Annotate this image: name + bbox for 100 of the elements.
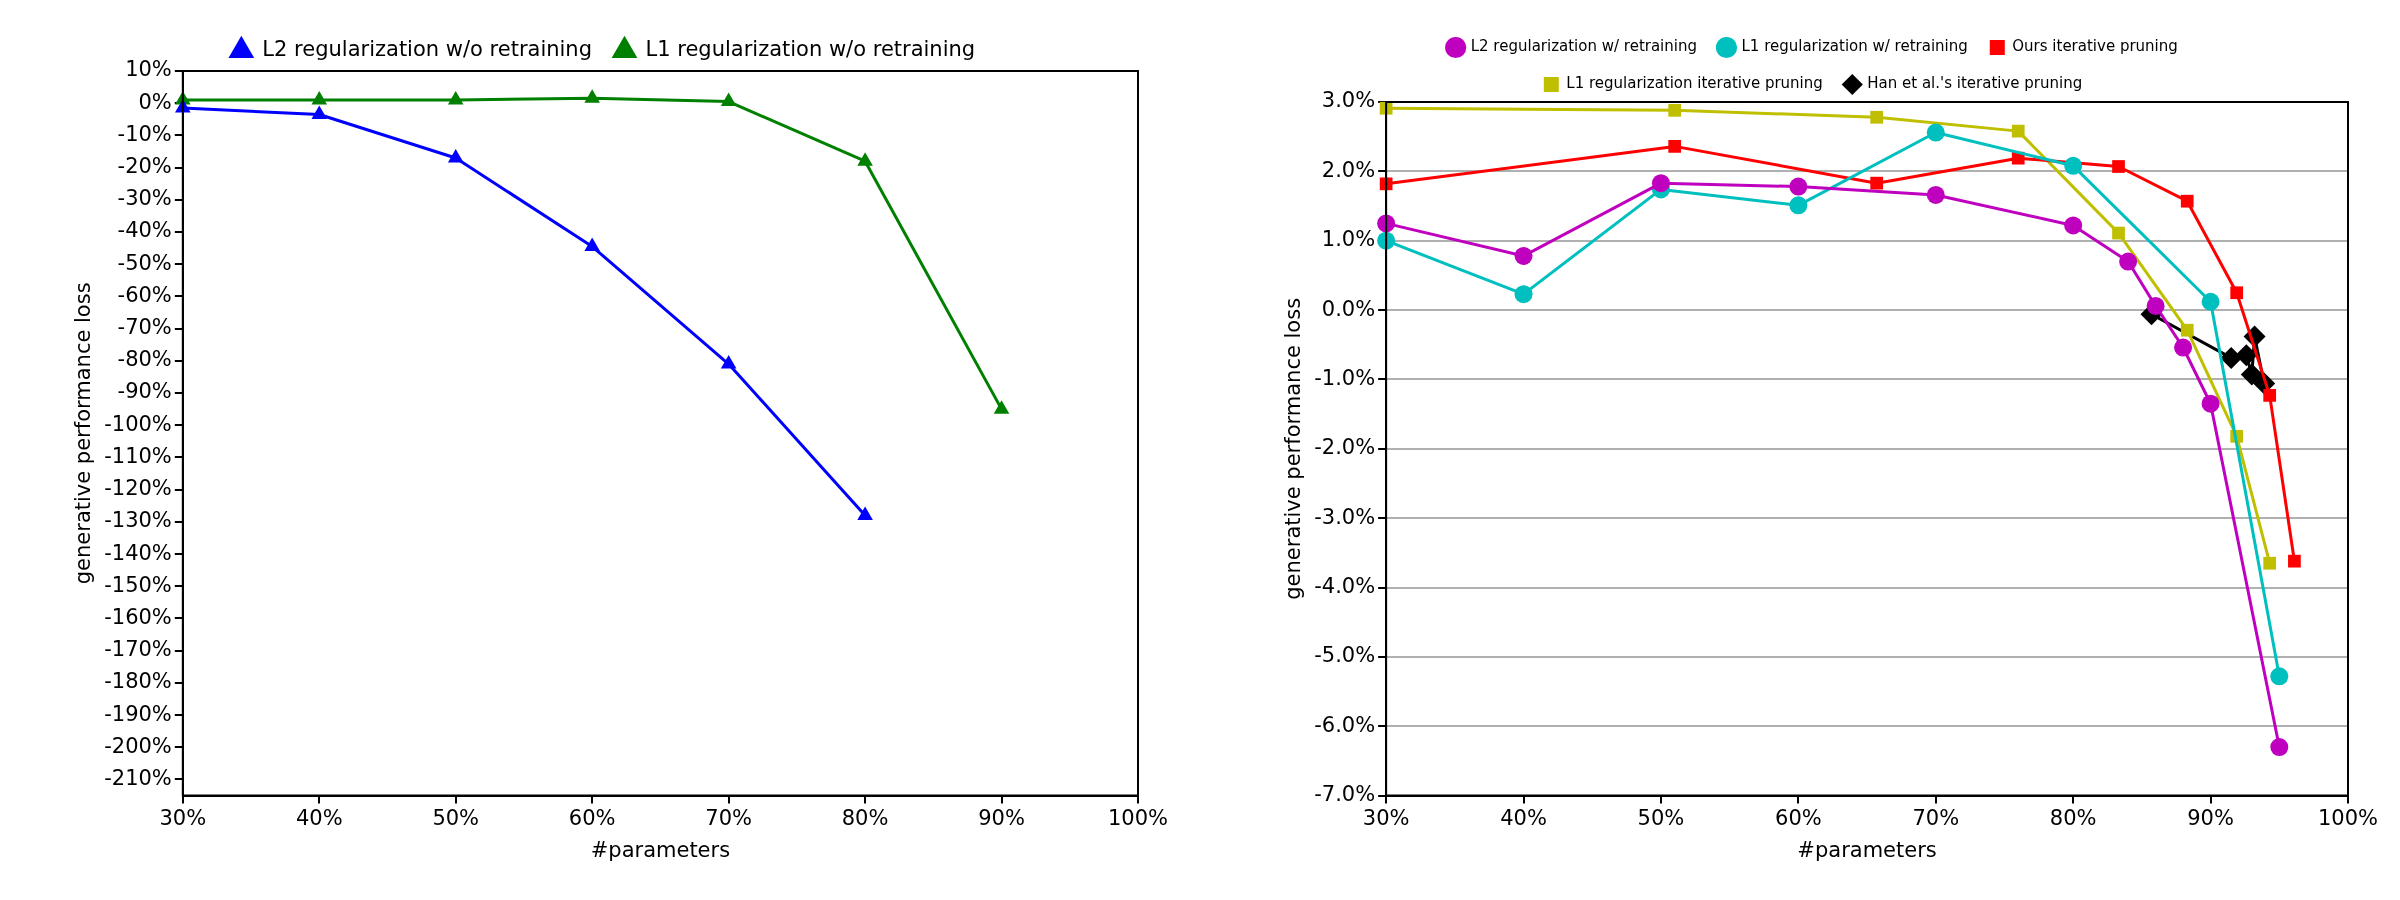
- point: [1926, 123, 1945, 142]
- point: [1870, 110, 1884, 124]
- y-tick-label: -150%: [104, 572, 172, 597]
- point: [2235, 344, 2258, 367]
- point: [2180, 323, 2194, 337]
- y-tick-label: -20%: [117, 154, 172, 179]
- y-tick-label: -130%: [104, 508, 172, 533]
- point: [2270, 667, 2289, 686]
- x-tick-label: 80%: [841, 805, 889, 830]
- y-tick-label: -30%: [117, 186, 172, 211]
- x-tick-label: 40%: [295, 805, 343, 830]
- point: [1668, 140, 1682, 153]
- y-tick-label: -2.0%: [1314, 435, 1376, 460]
- point: [720, 92, 737, 107]
- point: [2230, 286, 2244, 300]
- point: [2263, 389, 2277, 402]
- point: [2201, 292, 2220, 311]
- y-tick-label: -190%: [104, 701, 172, 726]
- x-tick-label: 30%: [159, 805, 207, 830]
- point: [2240, 363, 2263, 386]
- point: [2174, 338, 2193, 357]
- y-tick-label: -80%: [117, 347, 172, 372]
- point: [1651, 174, 1670, 193]
- y-tick-label: -180%: [104, 669, 172, 694]
- point: [2112, 226, 2125, 240]
- y-tick-label: -4.0%: [1314, 573, 1376, 598]
- point: [2288, 554, 2301, 568]
- y-tick-label: 2.0%: [1321, 157, 1376, 182]
- point: [1789, 196, 1808, 215]
- x-tick-label: 90%: [978, 805, 1025, 830]
- y-tick-label: -100%: [104, 411, 172, 436]
- y-tick-label: -50%: [117, 250, 172, 275]
- x-tick-label: 50%: [1637, 805, 1685, 830]
- point: [2180, 194, 2194, 208]
- point: [2263, 556, 2277, 570]
- y-tick-label: -40%: [117, 218, 172, 243]
- y-tick-label: -140%: [104, 540, 172, 565]
- legend-label: Han et al.'s iterative pruning: [1867, 74, 2083, 93]
- y-tick-label: -70%: [117, 315, 172, 340]
- x-axis-title: #parameters: [1797, 837, 1937, 862]
- legend-label: L1 regularization w/ retraining: [1741, 37, 1968, 56]
- point: [1926, 185, 1945, 204]
- y-tick-label: -120%: [104, 476, 172, 501]
- y-tick-label: -7.0%: [1314, 782, 1376, 807]
- point: [2146, 296, 2165, 315]
- x-axis-title: #parameters: [590, 837, 731, 862]
- point: [447, 148, 464, 163]
- x-tick-label: 30%: [1362, 805, 1410, 830]
- x-tick-label: 90%: [2187, 805, 2234, 830]
- point: [2112, 160, 2125, 173]
- legend-label: L1 regularization w/o retraining: [645, 36, 976, 61]
- x-tick-label: 60%: [1775, 805, 1822, 830]
- point: [1870, 176, 1884, 190]
- legend-label: Ours iterative pruning: [2012, 37, 2178, 56]
- point: [1789, 177, 1808, 196]
- point: [2064, 156, 2083, 175]
- x-tick-label: 70%: [1912, 805, 1960, 830]
- point: [1514, 285, 1533, 304]
- point: [1514, 246, 1533, 265]
- legend-label: L2 regularization w/ retraining: [1470, 37, 1697, 56]
- y-tick-label: -210%: [104, 765, 172, 790]
- y-tick-label: -10%: [117, 121, 172, 146]
- point: [2011, 124, 2025, 138]
- point: [2220, 346, 2243, 369]
- legend-label: L1 regularization iterative pruning: [1566, 74, 1823, 93]
- point: [311, 90, 328, 105]
- y-tick-label: 10%: [125, 57, 172, 82]
- y-tick-label: 3.0%: [1321, 88, 1376, 113]
- y-axis-title: generative performance loss: [1281, 297, 1306, 600]
- point: [857, 506, 873, 520]
- point: [720, 355, 737, 369]
- y-tick-label: -90%: [117, 379, 172, 404]
- y-tick-label: -110%: [104, 443, 172, 468]
- y-tick-label: -60%: [117, 282, 172, 307]
- y-tick-label: -170%: [104, 637, 172, 662]
- point: [857, 152, 873, 166]
- point: [447, 90, 464, 105]
- y-tick-label: 0%: [138, 89, 172, 114]
- x-tick-label: 100%: [2317, 805, 2379, 830]
- x-tick-label: 50%: [432, 805, 480, 830]
- point: [2119, 252, 2138, 271]
- y-tick-label: -3.0%: [1314, 504, 1376, 529]
- y-tick-label: -1.0%: [1314, 365, 1376, 390]
- point: [993, 400, 1010, 414]
- x-tick-label: 70%: [705, 805, 752, 830]
- y-tick-label: -160%: [104, 604, 172, 629]
- x-tick-label: 100%: [1107, 805, 1169, 830]
- y-tick-label: -6.0%: [1314, 712, 1376, 737]
- x-tick-label: 60%: [568, 805, 616, 830]
- y-tick-label: -5.0%: [1314, 643, 1376, 668]
- x-tick-label: 40%: [1500, 805, 1547, 830]
- point: [2270, 738, 2289, 757]
- point: [2201, 394, 2220, 413]
- y-tick-label: 1.0%: [1321, 227, 1376, 252]
- y-tick-label: -200%: [104, 733, 172, 758]
- point: [1668, 103, 1682, 117]
- y-axis-title: generative performance loss: [71, 282, 96, 585]
- point: [584, 237, 600, 252]
- y-tick-label: 0.0%: [1321, 296, 1376, 321]
- point: [584, 89, 600, 103]
